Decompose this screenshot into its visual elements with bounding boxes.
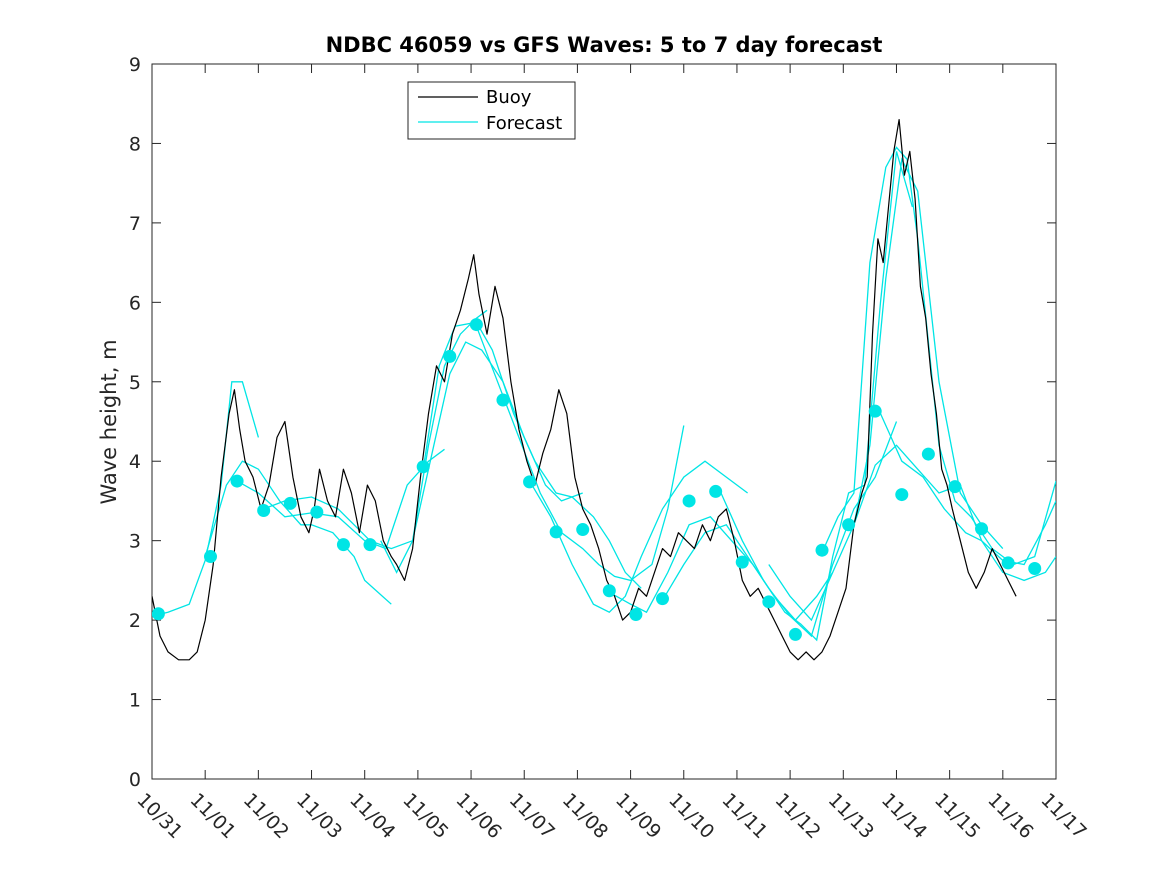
forecast-marker-4	[283, 496, 297, 510]
forecast-marker-2	[230, 474, 244, 488]
forecast-marker-5	[310, 505, 324, 519]
y-tick-label-2: 2	[129, 610, 141, 632]
forecast-line-4	[380, 341, 583, 574]
chart-title: NDBC 46059 vs GFS Waves: 5 to 7 day fore…	[326, 33, 883, 57]
x-tick-label-17: 11/17	[1036, 789, 1090, 843]
x-tick-label-8: 11/08	[558, 789, 612, 843]
x-tick-label-5: 11/05	[398, 789, 452, 843]
forecast-marker-31	[1028, 561, 1042, 575]
forecast-marker-17	[655, 592, 669, 606]
x-tick-label-13: 11/13	[824, 789, 878, 843]
forecast-marker-3	[257, 503, 271, 517]
x-tick-label-1: 11/01	[186, 789, 240, 843]
y-tick-label-1: 1	[129, 690, 141, 712]
y-axis-label: Wave height, m	[97, 339, 121, 504]
forecast-marker-14	[576, 523, 590, 537]
forecast-marker-29	[975, 522, 989, 536]
forecast-line-2	[236, 448, 445, 550]
y-tick-label-9: 9	[129, 54, 141, 76]
forecast-marker-10	[469, 318, 483, 332]
y-tick-label-0: 0	[129, 769, 141, 791]
forecast-line-3	[263, 309, 488, 550]
x-tick-label-16: 11/16	[983, 789, 1037, 843]
forecast-line-6	[475, 325, 685, 582]
forecast-line-14	[879, 413, 1056, 582]
forecast-marker-21	[762, 595, 776, 609]
forecast-marker-28	[948, 480, 962, 494]
forecast-marker-0	[152, 607, 165, 621]
forecast-marker-20	[735, 555, 749, 569]
forecast-marker-27	[921, 447, 935, 461]
forecast-marker-13	[549, 525, 563, 539]
x-tick-label-0: 10/31	[132, 789, 186, 843]
forecast-marker-24	[842, 518, 856, 532]
forecast-marker-23	[815, 543, 829, 557]
forecast-line-0	[152, 381, 260, 617]
forecast-marker-30	[1001, 556, 1015, 570]
forecast-line-10	[720, 151, 914, 642]
legend-label-forecast: Forecast	[486, 113, 562, 134]
forecast-marker-11	[496, 393, 510, 407]
forecast-marker-8	[416, 460, 430, 474]
forecast-line-7	[529, 460, 748, 613]
x-tick-label-11: 11/11	[717, 789, 771, 843]
legend-label-buoy: Buoy	[486, 87, 532, 108]
x-tick-label-9: 11/09	[611, 789, 665, 843]
forecast-marker-12	[523, 475, 537, 489]
forecast-marker-9	[443, 349, 457, 363]
y-tick-label-5: 5	[129, 372, 141, 394]
plot-area: 0 1 2 3 4 5 6 7 8 9 10/3111/0111/0211/0311/0411/05…	[129, 54, 1091, 843]
x-tick-label-14: 11/14	[877, 789, 931, 843]
x-tick-label-6: 11/06	[452, 789, 506, 843]
x-tick-label-10: 11/10	[664, 789, 718, 843]
forecast-line-8	[608, 516, 834, 622]
forecast-marker-1	[203, 550, 217, 564]
x-tick-label-3: 11/03	[292, 789, 346, 843]
x-tick-label-15: 11/15	[930, 789, 984, 843]
axes-frame	[151, 63, 1057, 780]
y-tick-label-8: 8	[129, 133, 141, 155]
forecast-marker-19	[709, 484, 723, 498]
forecast-marker-26	[895, 488, 909, 502]
legend: Buoy Forecast	[407, 81, 576, 140]
y-tick-label-7: 7	[129, 213, 141, 235]
forecast-marker-7	[363, 538, 377, 552]
forecast-line-9	[661, 421, 898, 638]
y-tick-label-3: 3	[129, 531, 141, 553]
forecast-marker-25	[868, 404, 882, 418]
forecast-marker-22	[788, 627, 802, 641]
forecast-marker-16	[629, 608, 643, 622]
forecast-marker-18	[682, 494, 696, 508]
x-tick-label-7: 11/07	[505, 789, 559, 843]
y-tick-label-4: 4	[129, 451, 141, 473]
x-tick-label-2: 11/02	[239, 789, 293, 843]
legend-box	[407, 81, 576, 140]
buoy-line	[152, 118, 1017, 661]
forecast-marker-6	[336, 538, 350, 552]
forecast-line-1	[204, 460, 392, 605]
x-tick-label-4: 11/04	[345, 789, 399, 843]
x-tick-label-12: 11/12	[771, 789, 825, 843]
forecast-marker-15	[602, 584, 616, 598]
y-tick-label-6: 6	[129, 292, 141, 314]
forecast-line-12	[821, 146, 1056, 566]
forecast-line-11	[768, 157, 1004, 622]
